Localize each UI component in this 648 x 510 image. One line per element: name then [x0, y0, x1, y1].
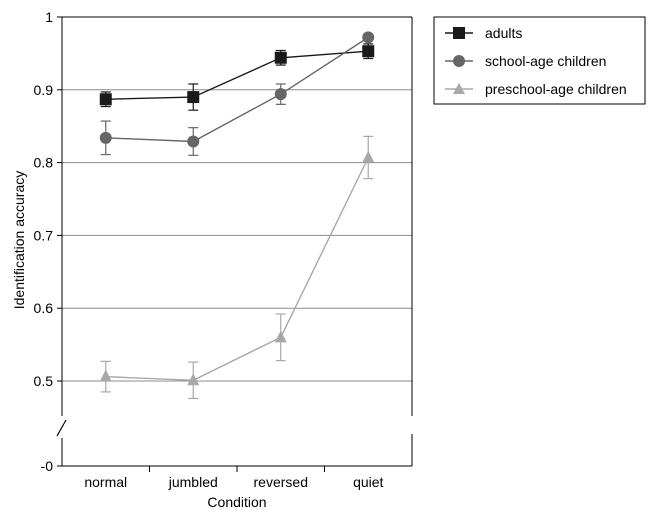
point-0-3 [362, 45, 375, 58]
x-axis-title: Condition [207, 494, 266, 510]
legend-label-preschool-age: preschool-age children [485, 81, 627, 97]
axes [56, 16, 413, 472]
x-tick-label-reversed: reversed [254, 474, 308, 490]
point-2-3 [362, 150, 375, 163]
point-1-1 [187, 135, 200, 148]
legend-marker-preschool-age [453, 83, 465, 94]
series-line-1 [105, 36, 369, 143]
y-tick-label-1: 0.9 [34, 82, 54, 98]
series-line-0 [105, 50, 369, 100]
series-preschool-age-children [99, 135, 375, 400]
y-tick-label-4: 0.6 [34, 300, 54, 316]
y-tick-label-0: 1 [45, 9, 53, 25]
series-school-age-children [99, 31, 375, 156]
point-1-3 [362, 31, 375, 44]
x-tick-label-normal: normal [84, 474, 127, 490]
legend-marker-adults [453, 27, 465, 39]
y-tick-label-bottom: -0 [41, 458, 54, 474]
legend-entry-preschool-age: preschool-age children [445, 81, 627, 97]
y-axis-title: Identification accuracy [11, 171, 27, 310]
legend-label-school-age: school-age children [485, 53, 606, 69]
legend-label-adults: adults [485, 25, 522, 41]
x-tick-label-quiet: quiet [353, 474, 383, 490]
point-1-2 [274, 88, 287, 101]
point-0-0 [99, 93, 112, 106]
point-2-0 [99, 369, 112, 382]
legend: adults school-age children preschool-age… [433, 16, 646, 105]
series [99, 31, 375, 400]
point-1-0 [99, 131, 112, 144]
axis-break-mark [56, 419, 67, 437]
point-0-1 [187, 91, 200, 104]
x-tick-label-jumbled: jumbled [168, 474, 218, 490]
legend-entry-adults: adults [445, 25, 522, 41]
series-adults [99, 43, 375, 111]
point-0-2 [274, 51, 287, 64]
legend-marker-school-age [453, 55, 465, 67]
point-2-1 [187, 373, 200, 386]
legend-entry-school-age: school-age children [445, 53, 606, 69]
point-2-2 [274, 330, 287, 343]
grid-lines [62, 89, 412, 382]
y-tick-label-3: 0.7 [34, 227, 54, 243]
y-tick-label-5: 0.5 [34, 373, 54, 389]
tick-labels: 1 0.9 0.8 0.7 0.6 0.5 -0 normal jumbled reversed q… [34, 9, 384, 490]
series-line-2 [105, 157, 369, 381]
y-tick-label-2: 0.8 [34, 155, 54, 171]
